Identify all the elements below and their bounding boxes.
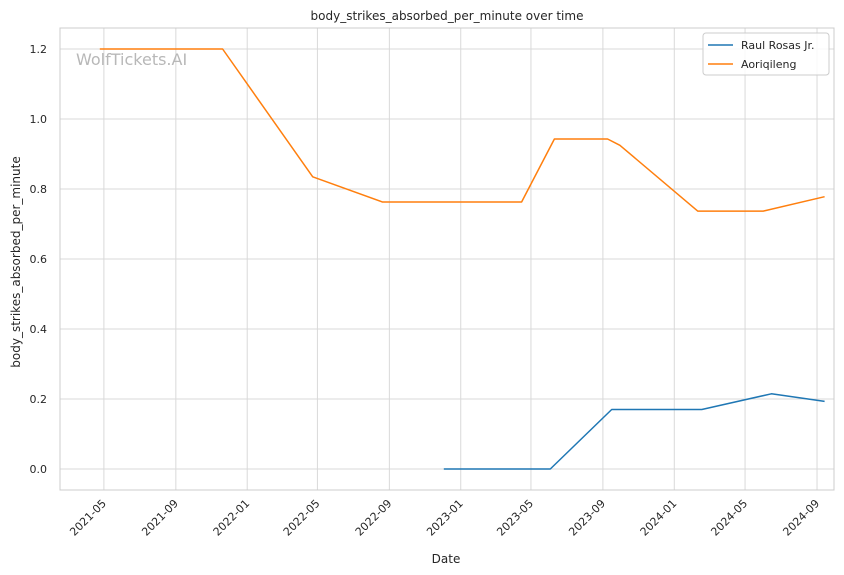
chart-title: body_strikes_absorbed_per_minute over ti… <box>311 9 584 23</box>
legend-label-series-1: Raul Rosas Jr. <box>741 39 815 52</box>
legend: Raul Rosas Jr. Aoriqileng <box>702 32 830 76</box>
series-line-2 <box>99 48 825 212</box>
grid-lines <box>60 28 834 490</box>
x-axis-label: Date <box>432 552 461 566</box>
watermark-text: WolfTickets.AI <box>76 50 187 69</box>
y-tick-label: 1.0 <box>30 113 48 126</box>
y-tick-label: 0.4 <box>30 323 48 336</box>
legend-label-series-2: Aoriqileng <box>741 58 796 71</box>
series-line-1 <box>443 393 825 470</box>
series-layer <box>99 48 825 470</box>
legend-box <box>702 32 830 76</box>
y-axis-ticks: 0.0 0.2 0.4 0.6 0.8 1.0 1.2 <box>30 43 48 476</box>
y-tick-label: 0.6 <box>30 253 48 266</box>
y-tick-label: 0.0 <box>30 463 48 476</box>
y-tick-label: 1.2 <box>30 43 48 56</box>
plot-area-frame <box>59 27 835 491</box>
y-tick-label: 0.2 <box>30 393 48 406</box>
y-tick-label: 0.8 <box>30 183 48 196</box>
y-axis-label: body_strikes_absorbed_per_minute <box>9 156 23 367</box>
